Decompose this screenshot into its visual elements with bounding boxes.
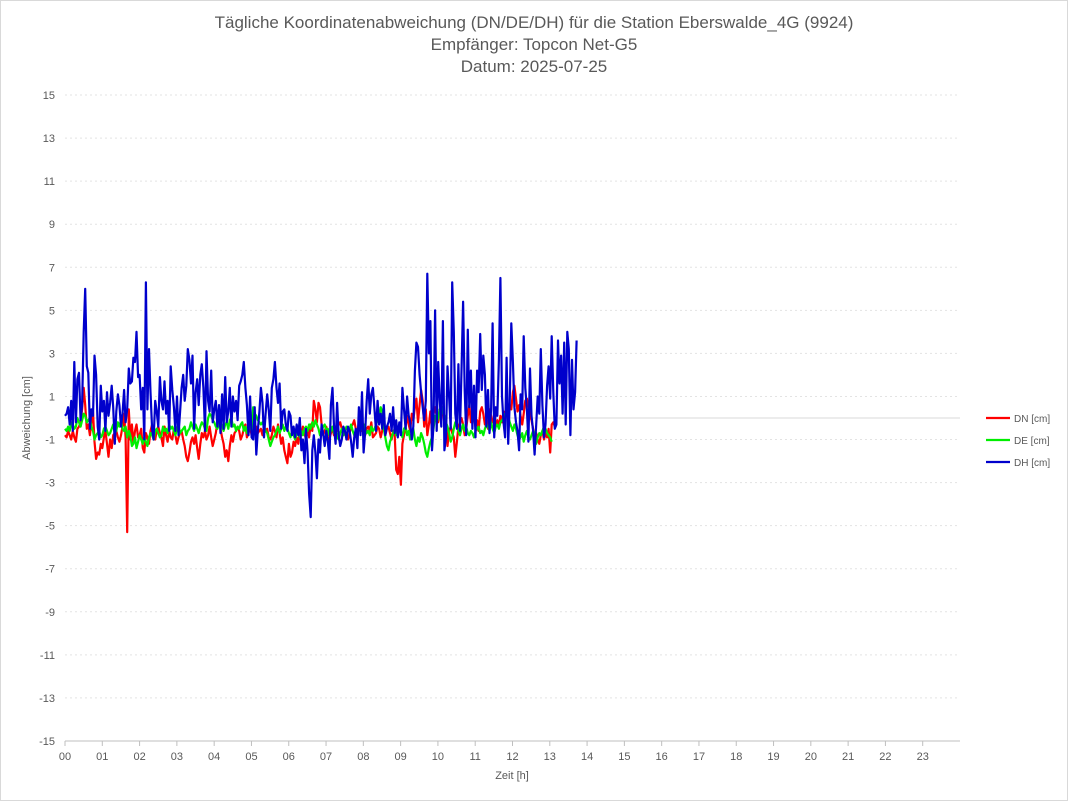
x-tick-label: 01: [96, 751, 108, 763]
y-tick-label: -7: [45, 564, 55, 576]
y-tick-label: 1: [49, 391, 55, 403]
y-tick-label: -11: [40, 650, 55, 662]
x-axis-ticks: 00 01 02 03 04 05 06 07 08 09 10 11 12 13 14 15 16 17 18 19…: [59, 741, 929, 763]
series-lines: [64, 272, 578, 534]
gridlines: [65, 94, 960, 742]
x-tick-label: 19: [767, 751, 779, 763]
x-tick-label: 13: [544, 751, 556, 763]
x-tick-label: 17: [693, 751, 705, 763]
y-tick-label: -9: [45, 607, 55, 619]
x-tick-label: 22: [879, 751, 891, 763]
legend-label: DH [cm]: [1014, 458, 1050, 469]
y-tick-label: 13: [43, 133, 55, 145]
x-tick-label: 18: [730, 751, 742, 763]
y-tick-label: 11: [44, 176, 55, 188]
chart-subtitle-receiver: Empfänger: Topcon Net-G5: [430, 35, 638, 54]
x-tick-label: 11: [469, 751, 480, 763]
y-tick-label: 7: [49, 262, 55, 274]
x-tick-label: 12: [506, 751, 518, 763]
x-tick-label: 04: [208, 751, 220, 763]
y-axis-label: Abweichung [cm]: [21, 376, 33, 460]
x-tick-label: 02: [133, 751, 145, 763]
series-line-de: [64, 404, 553, 458]
series-line-dh: [64, 272, 578, 519]
y-tick-label: 3: [49, 348, 55, 360]
x-tick-label: 09: [395, 751, 407, 763]
x-tick-label: 21: [842, 751, 854, 763]
chart-titles: Tägliche Koordinatenabweichung (DN/DE/DH…: [0, 12, 1068, 78]
y-tick-label: -15: [39, 736, 55, 748]
chart-subtitle-date: Datum: 2025-07-25: [460, 57, 608, 76]
y-axis-ticks: 15 13 11 9 7 5 3 1 -1 -3 -5 -7 -9 -11 -13 -15: [39, 90, 55, 748]
x-tick-label: 00: [59, 751, 71, 763]
chart-title: Tägliche Koordinatenabweichung (DN/DE/DH…: [214, 13, 854, 32]
legend-label: DE [cm]: [1014, 436, 1050, 447]
y-tick-label: -5: [45, 521, 55, 533]
x-tick-label: 23: [917, 751, 929, 763]
x-tick-label: 10: [432, 751, 444, 763]
y-tick-label: 15: [43, 90, 55, 102]
legend-label: DN [cm]: [1014, 414, 1050, 425]
y-tick-label: -1: [45, 435, 55, 447]
y-tick-label: 9: [49, 219, 55, 231]
x-tick-label: 20: [805, 751, 817, 763]
x-tick-label: 03: [171, 751, 183, 763]
x-tick-label: 05: [245, 751, 257, 763]
x-tick-label: 08: [357, 751, 369, 763]
x-tick-label: 14: [581, 751, 593, 763]
y-tick-label: 5: [49, 305, 55, 317]
x-tick-label: 15: [618, 751, 630, 763]
x-tick-label: 16: [656, 751, 668, 763]
y-tick-label: -13: [39, 693, 55, 705]
x-axis-label: Zeit [h]: [495, 770, 529, 782]
y-tick-label: -3: [45, 478, 55, 490]
x-tick-label: 07: [320, 751, 332, 763]
legend: DN [cm] DE [cm] DH [cm]: [986, 414, 1050, 469]
x-tick-label: 06: [283, 751, 295, 763]
